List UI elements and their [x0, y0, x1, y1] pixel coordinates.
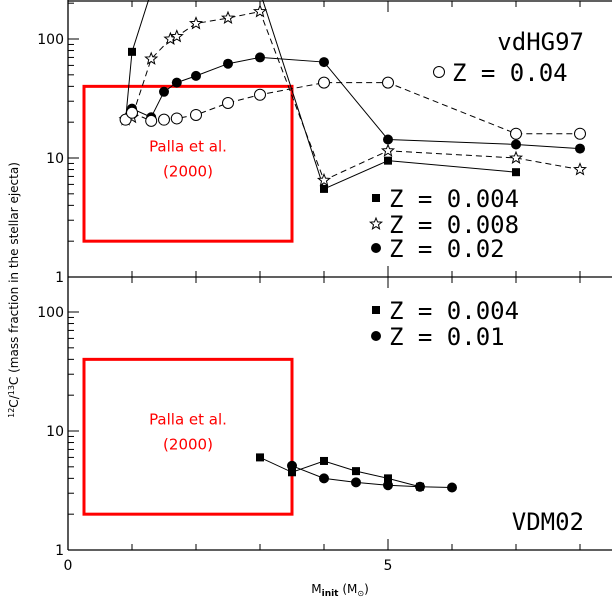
- y-tick-label: 10: [46, 151, 64, 167]
- y-axis-title-part: C (mass fraction in the stellar ejecta): [7, 162, 21, 385]
- data-point: [287, 460, 297, 471]
- panel-label: vdHG97: [497, 28, 584, 56]
- top-panel: 1 10 100 Palla et al. (2000) vdHG97 Z = 0.04 Z …: [37, 0, 612, 286]
- data-point: [254, 88, 266, 101]
- series-line: [291, 465, 453, 489]
- sun-symbol: ⊙: [357, 589, 364, 598]
- data-point: [159, 86, 169, 97]
- x-tick-label: 5: [384, 558, 393, 574]
- palla-year: (2000): [163, 162, 213, 180]
- data-point: [508, 150, 524, 164]
- legend-label: Z = 0.04: [452, 59, 568, 87]
- data-point: [220, 10, 236, 25]
- x-axis-title-unit: (M: [339, 582, 358, 596]
- data-point: [128, 47, 136, 56]
- data-point: [383, 134, 393, 145]
- legend-label: Z = 0.004: [389, 297, 519, 325]
- legend-marker: [433, 66, 445, 78]
- data-point: [351, 477, 361, 488]
- y-axis-title-part: C/: [7, 394, 21, 407]
- data-point: [383, 480, 393, 491]
- series-line: [125, 0, 517, 190]
- data-point: [190, 108, 202, 121]
- data-point: [170, 112, 183, 125]
- data-point: [288, 468, 296, 477]
- data-point: [511, 139, 521, 150]
- series-line: [125, 11, 581, 181]
- panel-label: VDM02: [512, 508, 584, 536]
- data-point: [144, 51, 159, 65]
- x-axis-title-main: M: [311, 582, 321, 596]
- series-group: [256, 453, 457, 493]
- data-point: [222, 96, 234, 109]
- data-point: [352, 467, 360, 476]
- palla-year: (2000): [163, 435, 213, 453]
- x-axis-title: Minit (M⊙): [311, 582, 369, 599]
- legend-marker: [368, 216, 384, 230]
- data-point: [188, 16, 204, 30]
- bottom-panel: 1 10 100 Palla et al. (2000) VDM02 Z = 0.004Z …: [37, 277, 612, 574]
- y-tick-label: 1: [55, 543, 64, 559]
- data-point: [382, 76, 394, 89]
- data-point: [415, 481, 425, 492]
- legend-marker: [371, 331, 381, 341]
- palla-box: [82, 357, 294, 516]
- series-group: [118, 0, 588, 193]
- y-axis-title-part: 13: [7, 385, 16, 395]
- legend-marker: [372, 194, 380, 202]
- y-tick-label: 1: [55, 270, 64, 286]
- legend-label: Z = 0.01: [389, 323, 505, 351]
- data-point: [252, 4, 268, 18]
- y-axis-title-part: 12: [7, 408, 16, 418]
- data-point: [512, 168, 520, 177]
- data-point: [255, 52, 265, 63]
- series-line: [125, 82, 580, 135]
- series-line: [259, 456, 421, 488]
- data-point: [320, 456, 328, 465]
- legend-marker: [371, 243, 381, 253]
- data-point: [191, 70, 201, 81]
- data-point: [447, 482, 457, 493]
- data-point: [572, 162, 588, 176]
- data-point: [223, 58, 233, 69]
- data-point: [575, 143, 585, 154]
- data-point: [171, 77, 182, 88]
- legend-label: Z = 0.02: [389, 235, 505, 263]
- data-point: [316, 172, 332, 187]
- data-point: [320, 184, 328, 193]
- data-point: [510, 127, 522, 140]
- y-tick-label: 100: [37, 32, 64, 48]
- data-point: [145, 114, 158, 127]
- palla-box: [82, 84, 294, 243]
- data-point: [319, 57, 329, 68]
- y-tick-label: 100: [37, 305, 64, 321]
- data-point: [158, 113, 170, 126]
- x-axis-title-close: ): [364, 582, 369, 596]
- palla-label: Palla et al.: [149, 410, 227, 428]
- data-point: [380, 143, 396, 157]
- x-tick-label: 0: [64, 558, 73, 574]
- y-axis-title: 12C/13C (mass fraction in the stellar ej…: [7, 162, 21, 418]
- data-point: [256, 453, 264, 462]
- data-point: [319, 473, 329, 484]
- data-point: [384, 474, 392, 483]
- legend-label: Z = 0.004: [389, 185, 519, 213]
- x-axis-title-sub: init: [322, 589, 340, 599]
- data-point: [384, 156, 392, 165]
- shared-axes: Minit (M⊙) 12C/13C (mass fraction in the …: [7, 162, 369, 599]
- data-point: [126, 106, 138, 119]
- data-point: [169, 29, 184, 43]
- data-point: [574, 127, 586, 140]
- y-tick-label: 10: [46, 424, 64, 440]
- legend-label: Z = 0.008: [389, 211, 519, 239]
- legend-marker: [372, 306, 380, 314]
- data-point: [318, 76, 330, 89]
- palla-label: Palla et al.: [149, 137, 227, 155]
